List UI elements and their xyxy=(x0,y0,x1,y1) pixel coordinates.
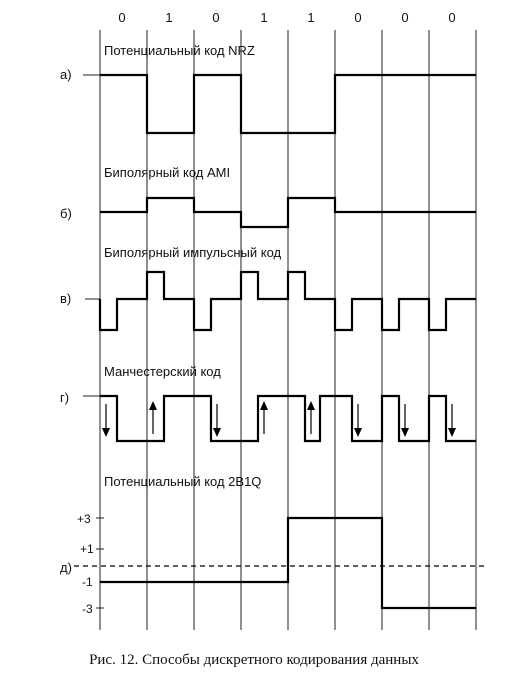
manchester-arrows xyxy=(102,401,456,437)
bipolar-waveform xyxy=(98,270,476,332)
bit-label: 0 xyxy=(354,10,361,25)
level-label: -1 xyxy=(82,575,93,589)
ami-title: Биполярный код AMI xyxy=(104,165,230,180)
arrow-down-icon xyxy=(354,404,362,437)
level-label: -3 xyxy=(82,602,93,616)
ami-section: Биполярный код AMI б) xyxy=(60,165,476,229)
manchester-section: Манчестерский код г) xyxy=(60,364,476,443)
label-a: а) xyxy=(60,67,72,82)
bit-label: 1 xyxy=(260,10,267,25)
arrow-up-icon xyxy=(149,401,157,434)
arrow-down-icon xyxy=(448,404,456,437)
arrow-down-icon xyxy=(401,404,409,437)
arrow-down-icon xyxy=(102,404,110,437)
arrow-down-icon xyxy=(213,404,221,437)
manchester-waveform xyxy=(100,394,476,443)
arrow-up-icon xyxy=(260,401,268,434)
2b1q-title: Потенциальный код 2B1Q xyxy=(104,474,261,489)
manchester-title: Манчестерский код xyxy=(104,364,221,379)
figure-caption: Рис. 12. Способы дискретного кодирования… xyxy=(89,652,419,668)
bit-label: 0 xyxy=(448,10,455,25)
bit-label: 1 xyxy=(165,10,172,25)
bit-labels: 0 1 0 1 1 0 0 0 xyxy=(118,10,455,25)
bipolar-title: Биполярный импульсный код xyxy=(104,245,282,260)
ami-waveform xyxy=(100,196,476,229)
level-label: +3 xyxy=(77,512,91,526)
label-d: д) xyxy=(60,560,72,575)
2b1q-section: Потенциальный код 2B1Q +3 +1 д) -1 -3 xyxy=(60,474,484,616)
nrz-waveform xyxy=(100,73,476,135)
bit-label: 0 xyxy=(401,10,408,25)
label-v: в) xyxy=(60,291,71,306)
2b1q-waveform xyxy=(100,516,476,610)
bit-label: 0 xyxy=(212,10,219,25)
arrow-up-icon xyxy=(307,401,315,434)
nrz-title: Потенциальный код NRZ xyxy=(104,43,255,58)
bit-label: 0 xyxy=(118,10,125,25)
nrz-section: Потенциальный код NRZ а) xyxy=(60,43,476,135)
level-label: +1 xyxy=(80,542,94,556)
label-g: г) xyxy=(60,390,69,405)
bipolar-pulse-section: Биполярный импульсный код в) xyxy=(60,245,476,332)
bit-label: 1 xyxy=(307,10,314,25)
label-b: б) xyxy=(60,206,72,221)
